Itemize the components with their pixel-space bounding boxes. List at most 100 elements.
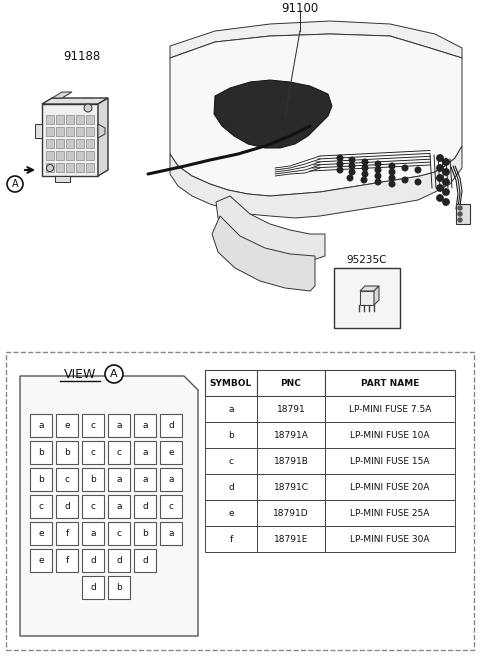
Bar	[66, 127, 74, 136]
Text: c: c	[64, 475, 70, 484]
Bar	[160, 414, 182, 437]
Bar	[6, 352, 474, 650]
Text: A: A	[110, 369, 118, 379]
Bar	[205, 422, 257, 448]
Bar	[76, 115, 84, 124]
Bar	[257, 526, 325, 552]
Text: d: d	[228, 483, 234, 491]
Bar	[334, 268, 400, 328]
Text: 18791C: 18791C	[274, 483, 309, 491]
Text: a: a	[90, 529, 96, 538]
Circle shape	[415, 179, 421, 185]
Bar	[325, 474, 455, 500]
Circle shape	[7, 176, 23, 192]
Text: b: b	[116, 583, 122, 592]
Bar	[82, 576, 104, 599]
Bar	[134, 441, 156, 464]
Polygon shape	[98, 124, 105, 138]
Circle shape	[458, 206, 462, 210]
Text: a: a	[142, 448, 148, 457]
Bar	[56, 151, 64, 160]
Text: 95235C: 95235C	[347, 255, 387, 265]
Text: LP-MINI FUSE 30A: LP-MINI FUSE 30A	[350, 535, 430, 544]
Text: LP-MINI FUSE 20A: LP-MINI FUSE 20A	[350, 483, 430, 491]
Circle shape	[437, 185, 443, 191]
Bar	[46, 127, 54, 136]
Text: LP-MINI FUSE 15A: LP-MINI FUSE 15A	[350, 457, 430, 466]
Polygon shape	[170, 34, 462, 196]
Bar	[108, 468, 130, 491]
Circle shape	[437, 174, 443, 181]
Text: 91188: 91188	[63, 49, 101, 62]
Text: 18791B: 18791B	[274, 457, 309, 466]
Text: c: c	[38, 502, 44, 511]
Polygon shape	[216, 196, 325, 261]
Bar	[325, 500, 455, 526]
Circle shape	[437, 165, 443, 171]
Text: d: d	[90, 556, 96, 565]
Bar	[456, 204, 470, 224]
Bar	[56, 139, 64, 148]
Bar	[134, 468, 156, 491]
Circle shape	[337, 161, 343, 167]
Bar	[86, 139, 94, 148]
Circle shape	[389, 175, 395, 181]
Text: LP-MINI FUSE 25A: LP-MINI FUSE 25A	[350, 508, 430, 518]
Text: b: b	[38, 448, 44, 457]
Bar	[86, 163, 94, 172]
Bar	[82, 522, 104, 545]
Bar	[205, 448, 257, 474]
Bar	[82, 549, 104, 572]
Bar	[76, 127, 84, 136]
Circle shape	[458, 218, 462, 222]
Bar	[46, 115, 54, 124]
Text: b: b	[142, 529, 148, 538]
Polygon shape	[98, 98, 108, 176]
Bar	[160, 495, 182, 518]
Bar	[257, 448, 325, 474]
Bar	[56, 549, 78, 572]
Circle shape	[375, 167, 381, 173]
Bar	[205, 500, 257, 526]
Bar	[108, 576, 130, 599]
Circle shape	[362, 171, 368, 177]
Bar	[66, 139, 74, 148]
Text: b: b	[38, 475, 44, 484]
Text: 18791: 18791	[276, 405, 305, 413]
Bar	[205, 474, 257, 500]
Polygon shape	[212, 216, 315, 291]
Circle shape	[389, 169, 395, 174]
Polygon shape	[214, 80, 332, 148]
Circle shape	[47, 165, 53, 171]
Bar	[325, 396, 455, 422]
Bar	[46, 163, 54, 172]
Polygon shape	[42, 104, 98, 176]
Text: a: a	[116, 475, 122, 484]
Bar	[66, 151, 74, 160]
Bar	[86, 127, 94, 136]
Circle shape	[337, 167, 343, 173]
Text: d: d	[142, 502, 148, 511]
Text: d: d	[116, 556, 122, 565]
Text: a: a	[168, 529, 174, 538]
Bar	[108, 495, 130, 518]
Circle shape	[349, 157, 355, 163]
Text: LP-MINI FUSE 10A: LP-MINI FUSE 10A	[350, 430, 430, 440]
Bar	[82, 441, 104, 464]
Circle shape	[349, 163, 355, 169]
Polygon shape	[374, 286, 379, 305]
Text: e: e	[38, 529, 44, 538]
Bar	[86, 115, 94, 124]
Text: a: a	[116, 421, 122, 430]
Bar	[46, 139, 54, 148]
Bar	[56, 163, 64, 172]
Text: c: c	[117, 448, 121, 457]
Text: VIEW: VIEW	[64, 367, 96, 380]
Text: PNC: PNC	[281, 379, 301, 388]
Bar	[56, 127, 64, 136]
Text: b: b	[90, 475, 96, 484]
Text: c: c	[168, 502, 173, 511]
Circle shape	[402, 177, 408, 183]
Circle shape	[443, 159, 449, 165]
Bar	[160, 522, 182, 545]
